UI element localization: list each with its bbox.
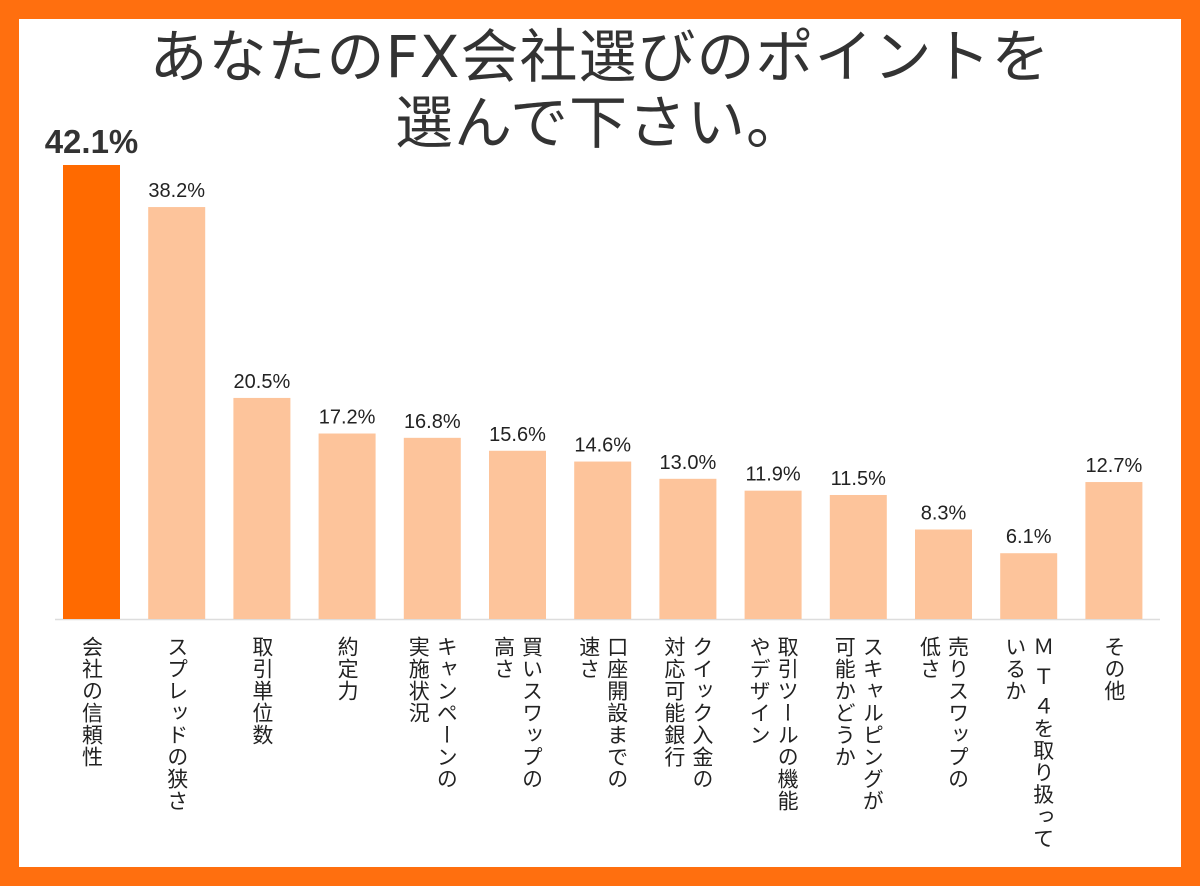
category-label-6-line-0: 口座開設までの	[604, 636, 629, 790]
category-label-10-line-1: 低さ	[917, 636, 942, 680]
category-label-11-line-0: Ｍ Ｔ ４を取り扱って	[1030, 636, 1055, 850]
category-label-12-line-0: その他	[1101, 636, 1126, 702]
value-label-4: 16.8%	[404, 411, 461, 433]
category-label-10: 売りスワップの 低さ	[916, 636, 972, 790]
category-label-12: その他	[1100, 636, 1128, 702]
value-label-10: 8.3%	[921, 502, 967, 524]
value-label-5: 15.6%	[489, 424, 546, 446]
category-label-11-line-1: いるか	[1002, 636, 1027, 702]
category-label-8-line-1: やデザイン	[747, 636, 772, 746]
category-label-9-line-1: 可能かどうか	[832, 636, 857, 768]
category-label-5-line-1: 高さ	[491, 636, 516, 680]
bar-10	[915, 529, 972, 619]
category-label-6-line-1: 速さ	[576, 636, 601, 680]
category-label-4-line-1: 実施状況	[406, 636, 431, 724]
value-label-1: 38.2%	[148, 180, 205, 202]
category-label-2: 取引単位数	[248, 636, 276, 746]
category-label-8: 取引ツールの機能 やデザイン	[745, 636, 801, 812]
chart-title-line-1: あなたのFX会社選びのポイントを	[149, 23, 1051, 91]
category-label-1: スプレッドの狭さ	[163, 636, 191, 812]
category-label-7: クイック入金の 対応可能銀行	[660, 636, 716, 790]
bar-9	[829, 494, 887, 619]
category-label-0-line-0: 会社の信頼性	[79, 636, 104, 768]
category-label-0: 会社の信頼性	[78, 636, 106, 768]
category-label-5-line-0: 買いスワップの	[519, 636, 544, 790]
bar-7	[659, 478, 717, 619]
category-label-3: 約定力	[333, 636, 361, 702]
bar-0	[63, 165, 120, 619]
category-label-9-line-0: スキャルピングが	[860, 636, 885, 812]
value-label-6: 14.6%	[574, 435, 631, 457]
value-label-12: 12.7%	[1086, 455, 1143, 477]
value-label-2: 20.5%	[234, 371, 291, 393]
value-label-9: 11.5%	[831, 468, 886, 490]
category-label-4: キャンペーンの 実施状況	[404, 636, 460, 790]
chart-title: あなたのFX会社選びのポイントを 選んで下さい。	[0, 24, 1200, 156]
category-label-1-line-0: スプレッドの狭さ	[164, 636, 189, 812]
value-label-11: 6.1%	[1006, 526, 1052, 548]
category-label-11: Ｍ Ｔ ４を取り扱って いるか	[1001, 636, 1057, 849]
bar-4	[403, 437, 461, 619]
bar-3	[318, 433, 376, 619]
value-label-7: 13.0%	[660, 452, 717, 474]
chart-title-line-2: 選んで下さい。	[394, 89, 806, 157]
category-label-8-line-0: 取引ツールの機能	[775, 636, 800, 812]
value-label-0: 42.1%	[45, 123, 139, 160]
category-label-2-line-0: 取引単位数	[249, 636, 274, 746]
category-label-4-line-0: キャンペーンの	[434, 636, 459, 790]
bar-12	[1085, 482, 1143, 619]
bar-8	[744, 490, 802, 619]
bar-5	[489, 450, 546, 619]
bar-6	[574, 461, 632, 619]
bar-11	[1000, 553, 1058, 619]
category-label-6: 口座開設までの 速さ	[575, 636, 631, 790]
bar-2	[233, 397, 291, 619]
value-label-3: 17.2%	[319, 407, 376, 429]
category-label-10-line-0: 売りスワップの	[945, 636, 970, 790]
category-label-3-line-0: 約定力	[335, 636, 360, 702]
bar-1	[148, 207, 206, 619]
category-label-5: 買いスワップの 高さ	[490, 636, 546, 790]
category-label-7-line-0: クイック入金の	[689, 636, 714, 790]
category-label-7-line-1: 対応可能銀行	[661, 636, 686, 768]
category-label-9: スキャルピングが 可能かどうか	[830, 636, 886, 812]
value-label-8: 11.9%	[745, 464, 800, 486]
